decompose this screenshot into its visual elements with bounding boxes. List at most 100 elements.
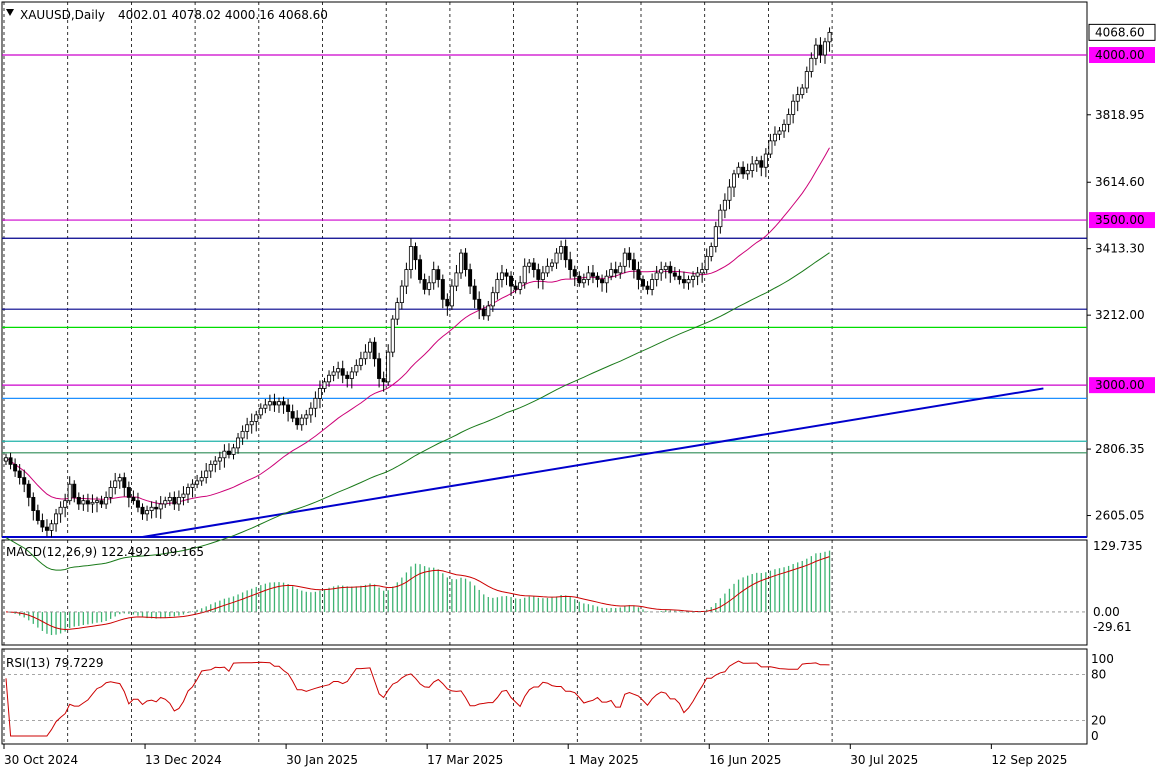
candle-body [31, 496, 36, 511]
candle-body [399, 285, 404, 304]
last-price-label: 4068.60 [1095, 25, 1145, 39]
candle-body [199, 477, 204, 482]
candle-body [681, 279, 686, 284]
candle-body [63, 500, 68, 508]
candle-body [122, 477, 127, 488]
candle-body [176, 496, 181, 505]
candle-body [358, 358, 363, 366]
rsi-panel [2, 660, 1087, 737]
candle-body [641, 279, 646, 287]
candle-body [331, 371, 336, 376]
candle-body [782, 123, 787, 132]
candle-body [786, 114, 791, 125]
candle-body [372, 341, 377, 360]
macd-tick-label: 129.735 [1093, 539, 1143, 553]
candle-body [663, 265, 668, 270]
trendline[interactable] [142, 387, 1044, 538]
candle-body [627, 252, 632, 261]
candle-body [81, 500, 86, 505]
x-tick-label: 30 Jan 2025 [286, 753, 358, 767]
candle-body [354, 364, 359, 373]
candle-body [327, 374, 332, 383]
candle-body [349, 371, 354, 379]
candle-body [691, 275, 696, 280]
price-level-label: 3000.00 [1095, 378, 1145, 392]
candle-body [750, 163, 755, 171]
rsi-line [5, 660, 830, 737]
candle-body [823, 41, 828, 56]
candle-body [718, 209, 723, 228]
candle-body [804, 71, 809, 89]
rsi-tick-label: 100 [1091, 652, 1114, 666]
candle-body [249, 421, 254, 426]
panel-frame [1, 1, 1088, 538]
candle-body [408, 246, 413, 270]
candle-body [313, 397, 318, 409]
candle-body [395, 302, 400, 320]
candle-body [381, 378, 386, 383]
candle-body [44, 526, 49, 531]
candle-body [22, 477, 27, 485]
price-level-tag [1089, 47, 1155, 64]
candle-body [99, 500, 104, 505]
y-tick-label: 2806.35 [1095, 442, 1145, 456]
axes: 3818.95 3614.60 3413.30 3212.00 2806.35 2605.… [3, 23, 1156, 767]
candle-body [645, 285, 650, 290]
candle-body [800, 87, 805, 96]
candle-body [299, 417, 304, 426]
moving-average-line [5, 252, 830, 571]
candle-body [267, 401, 272, 406]
moving-average-line [5, 147, 830, 505]
candle-body [732, 173, 737, 188]
candle-body [304, 414, 309, 419]
candle-body [545, 265, 550, 274]
candle-body [568, 259, 573, 270]
candle-body [295, 417, 300, 426]
candle-body [672, 272, 677, 277]
candle-body [8, 457, 13, 465]
price-panel [4, 27, 832, 571]
candle-body [818, 44, 823, 56]
candle-body [713, 226, 718, 247]
candle-body [650, 279, 655, 290]
candle-body [167, 496, 172, 502]
candle-body [686, 279, 691, 284]
candle-body [463, 252, 468, 270]
candle-body [254, 414, 259, 422]
candle-body [131, 496, 136, 502]
candle-body [145, 510, 150, 515]
triangle-down-icon[interactable] [6, 9, 14, 16]
x-tick-label: 16 Jun 2025 [709, 753, 781, 767]
candle-body [486, 305, 491, 317]
candle-body [322, 381, 327, 389]
candle-body [613, 269, 618, 274]
candle-body [222, 450, 227, 459]
candle-body [149, 506, 154, 511]
candle-body [590, 272, 595, 277]
candle-body [763, 153, 768, 168]
candle-body [754, 160, 759, 165]
candle-body [554, 252, 559, 264]
candle-body [636, 269, 641, 280]
candle-body [85, 500, 90, 505]
y-tick-label: 3614.60 [1095, 175, 1145, 189]
price-level-label: 4000.00 [1095, 48, 1145, 62]
candle-body [513, 285, 518, 290]
candle-body [704, 255, 709, 270]
candle-body [40, 520, 45, 528]
candle-body [104, 496, 109, 505]
candle-body [245, 424, 250, 432]
candle-body [495, 279, 500, 294]
candle-body [577, 275, 582, 284]
candle-body [827, 31, 832, 43]
candle-body [481, 308, 486, 317]
candle-body [427, 282, 432, 290]
candle-body [454, 272, 459, 287]
candle-body [308, 407, 313, 416]
candle-body [727, 186, 732, 201]
candle-body [340, 368, 345, 376]
candle-body [226, 450, 231, 455]
candle-body [181, 493, 186, 498]
candle-body [26, 483, 31, 498]
